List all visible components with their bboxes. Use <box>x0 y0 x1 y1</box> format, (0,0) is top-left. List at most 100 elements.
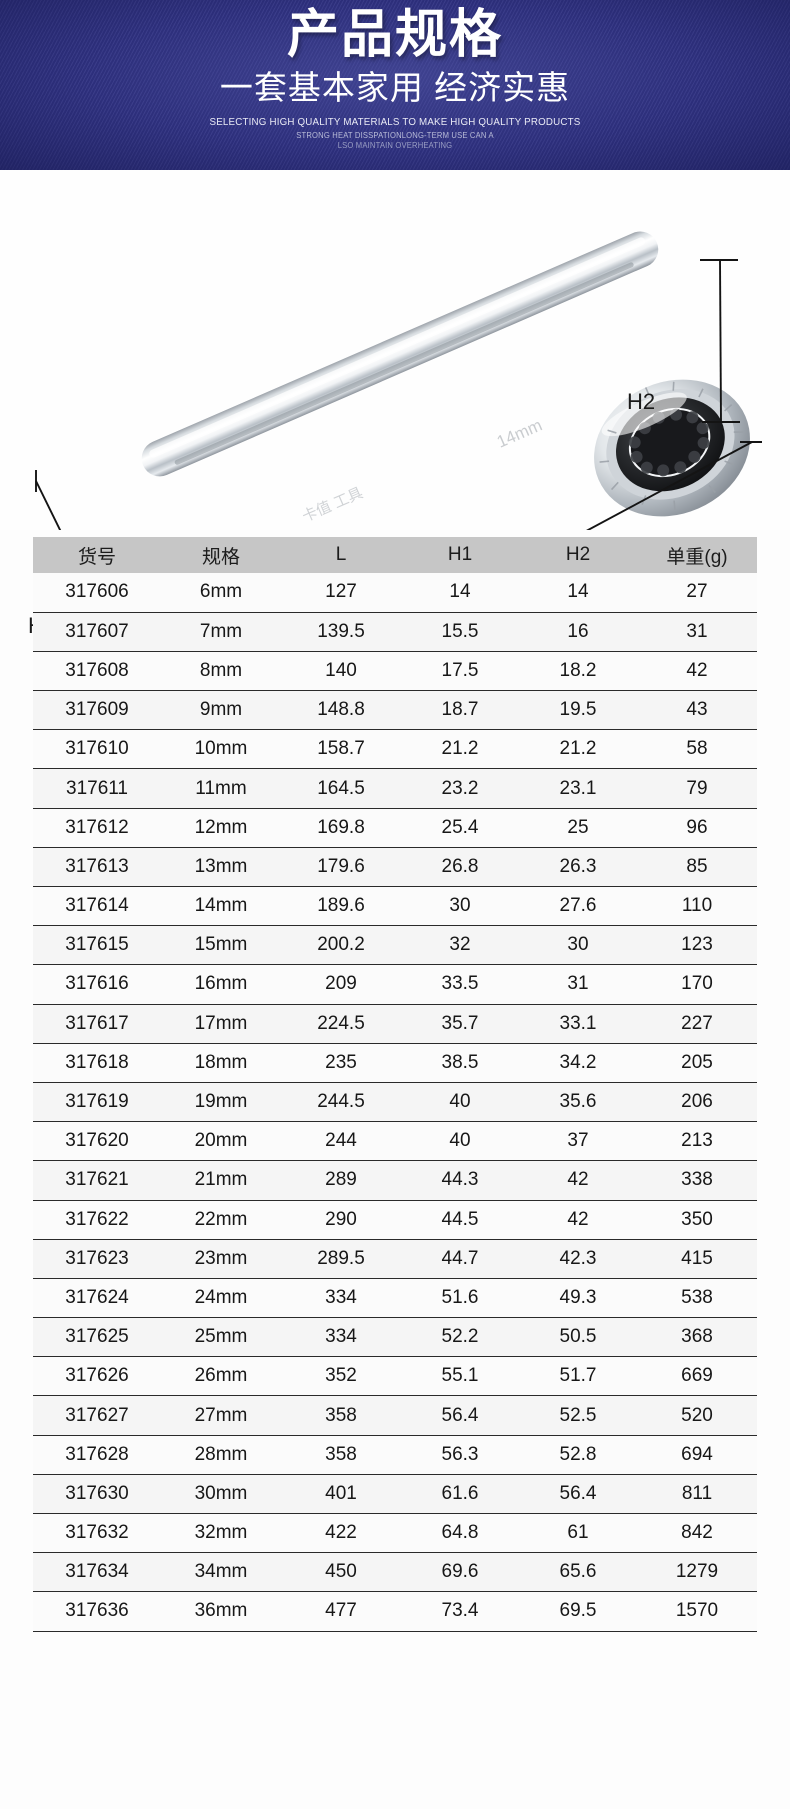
table-row: 317608 8mm 140 17.5 18.2 42 <box>33 651 757 692</box>
cell-item-code: 317622 <box>33 1200 161 1240</box>
cell-spec: 32mm <box>161 1513 281 1554</box>
cell-item-code: 317626 <box>33 1356 161 1397</box>
cell-unit-weight: 170 <box>637 964 757 1005</box>
table-row: 317626 26mm 352 55.1 51.7 669 <box>33 1356 757 1397</box>
cell-length: 158.7 <box>281 729 401 770</box>
cell-h1: 56.3 <box>401 1435 519 1475</box>
cell-h2: 50.5 <box>519 1317 637 1358</box>
table-row: 317622 22mm 290 44.5 42 350 <box>33 1200 757 1240</box>
cell-unit-weight: 206 <box>637 1082 757 1123</box>
cell-unit-weight: 85 <box>637 847 757 888</box>
cell-item-code: 317606 <box>33 573 161 613</box>
column-header-unit-weight: 单重(g) <box>637 537 757 573</box>
cell-spec: 27mm <box>161 1395 281 1436</box>
cell-h2: 19.5 <box>519 690 637 731</box>
cell-unit-weight: 350 <box>637 1200 757 1240</box>
table-row: 317623 23mm 289.5 44.7 42.3 415 <box>33 1239 757 1279</box>
cell-unit-weight: 338 <box>637 1160 757 1201</box>
table-row: 317621 21mm 289 44.3 42 338 <box>33 1160 757 1201</box>
cell-length: 422 <box>281 1513 401 1554</box>
wrench-handle <box>141 231 659 477</box>
cell-h2: 35.6 <box>519 1082 637 1123</box>
cell-h1: 61.6 <box>401 1474 519 1515</box>
cell-unit-weight: 415 <box>637 1239 757 1279</box>
cell-h1: 51.6 <box>401 1278 519 1319</box>
cell-h2: 16 <box>519 612 637 652</box>
cell-h2: 23.1 <box>519 768 637 809</box>
table-row: 317609 9mm 148.8 18.7 19.5 43 <box>33 690 757 731</box>
cell-length: 352 <box>281 1356 401 1397</box>
cell-h2: 69.5 <box>519 1591 637 1632</box>
cell-spec: 8mm <box>161 651 281 692</box>
cell-length: 235 <box>281 1043 401 1083</box>
cell-h1: 15.5 <box>401 612 519 652</box>
cell-spec: 16mm <box>161 964 281 1005</box>
cell-h2: 31 <box>519 964 637 1005</box>
cell-length: 200.2 <box>281 925 401 966</box>
cell-item-code: 317614 <box>33 886 161 927</box>
cell-item-code: 317630 <box>33 1474 161 1515</box>
cell-item-code: 317624 <box>33 1278 161 1319</box>
cell-length: 189.6 <box>281 886 401 927</box>
cell-h1: 44.5 <box>401 1200 519 1240</box>
table-row: 317610 10mm 158.7 21.2 21.2 58 <box>33 729 757 770</box>
table-row: 317615 15mm 200.2 32 30 123 <box>33 925 757 966</box>
cell-item-code: 317621 <box>33 1160 161 1201</box>
cell-h2: 33.1 <box>519 1004 637 1044</box>
cell-h1: 30 <box>401 886 519 927</box>
page-subtitle: 一套基本家用 经济实惠 <box>219 68 571 106</box>
table-row: 317630 30mm 401 61.6 56.4 811 <box>33 1474 757 1515</box>
cell-h2: 26.3 <box>519 847 637 888</box>
table-row: 317628 28mm 358 56.3 52.8 694 <box>33 1435 757 1475</box>
page-banner: 产品规格 一套基本家用 经济实惠 SELECTING HIGH QUALITY … <box>0 0 790 170</box>
cell-item-code: 317617 <box>33 1004 161 1044</box>
cell-item-code: 317613 <box>33 847 161 888</box>
cell-spec: 34mm <box>161 1552 281 1593</box>
cell-spec: 25mm <box>161 1317 281 1358</box>
cell-length: 358 <box>281 1435 401 1475</box>
cell-h1: 32 <box>401 925 519 966</box>
cell-length: 244.5 <box>281 1082 401 1123</box>
cell-unit-weight: 520 <box>637 1395 757 1436</box>
cell-h2: 27.6 <box>519 886 637 927</box>
table-row: 317625 25mm 334 52.2 50.5 368 <box>33 1317 757 1358</box>
cell-h2: 37 <box>519 1121 637 1162</box>
table-row: 317620 20mm 244 40 37 213 <box>33 1121 757 1162</box>
cell-item-code: 317618 <box>33 1043 161 1083</box>
cell-h2: 42.3 <box>519 1239 637 1279</box>
cell-h1: 35.7 <box>401 1004 519 1044</box>
cell-unit-weight: 43 <box>637 690 757 731</box>
cell-h2: 52.5 <box>519 1395 637 1436</box>
cell-h1: 18.7 <box>401 690 519 731</box>
cell-h1: 26.8 <box>401 847 519 888</box>
cell-length: 148.8 <box>281 690 401 731</box>
cell-length: 244 <box>281 1121 401 1162</box>
cell-spec: 28mm <box>161 1435 281 1475</box>
column-header-h2: H2 <box>519 537 637 573</box>
cell-spec: 12mm <box>161 808 281 848</box>
table-row: 317632 32mm 422 64.8 61 842 <box>33 1513 757 1554</box>
cell-length: 169.8 <box>281 808 401 848</box>
cell-unit-weight: 96 <box>637 808 757 848</box>
cell-length: 127 <box>281 573 401 613</box>
cell-spec: 18mm <box>161 1043 281 1083</box>
cell-length: 289 <box>281 1160 401 1201</box>
table-row: 317607 7mm 139.5 15.5 16 31 <box>33 612 757 652</box>
cell-item-code: 317634 <box>33 1552 161 1593</box>
cell-h1: 44.7 <box>401 1239 519 1279</box>
cell-item-code: 317608 <box>33 651 161 692</box>
cell-h1: 40 <box>401 1082 519 1123</box>
cell-length: 450 <box>281 1552 401 1593</box>
cell-unit-weight: 842 <box>637 1513 757 1554</box>
cell-h2: 18.2 <box>519 651 637 692</box>
cell-unit-weight: 58 <box>637 729 757 770</box>
cell-h2: 14 <box>519 573 637 613</box>
dimension-lines <box>35 259 762 530</box>
table-header-row: 货号 规格 L H1 H2 单重(g) <box>33 537 757 573</box>
cell-length: 477 <box>281 1591 401 1632</box>
cell-length: 164.5 <box>281 768 401 809</box>
wrench-open-end <box>21 515 220 530</box>
cell-spec: 19mm <box>161 1082 281 1123</box>
cell-length: 224.5 <box>281 1004 401 1044</box>
